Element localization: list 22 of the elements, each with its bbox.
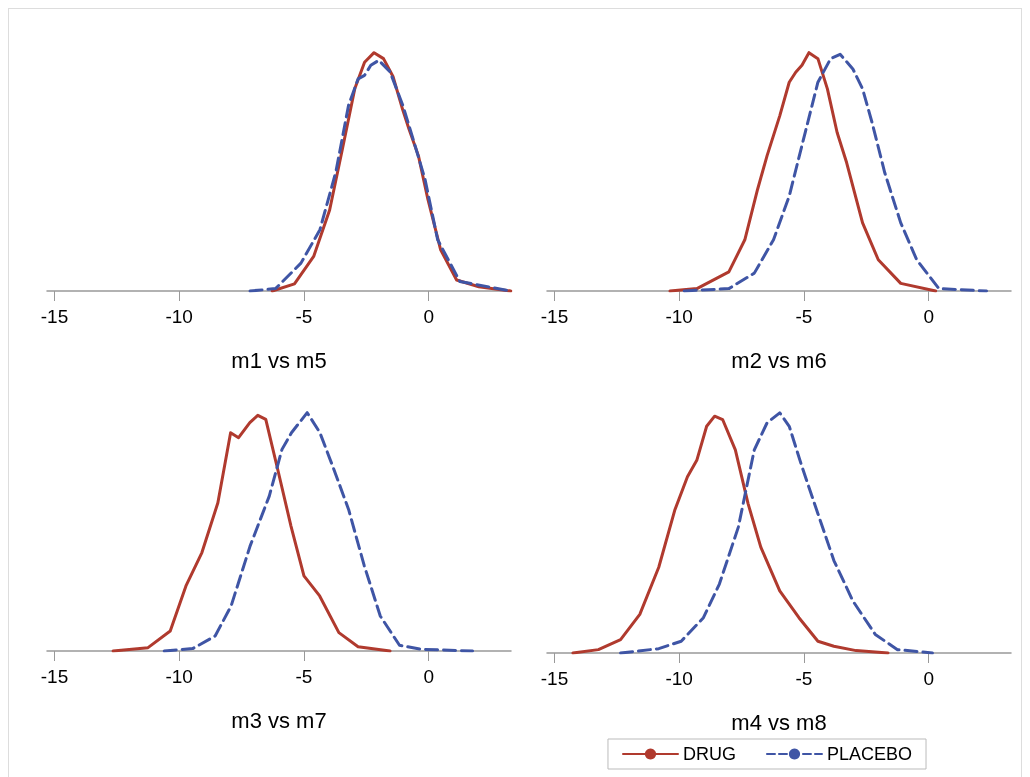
x-axis-title: m4 vs m8 xyxy=(731,709,827,735)
x-axis-title: m2 vs m6 xyxy=(731,347,827,373)
x-tick-label: -15 xyxy=(540,306,569,327)
x-tick-label: 0 xyxy=(923,306,934,327)
x-axis-title: m1 vs m5 xyxy=(231,347,327,373)
x-tick-label: 0 xyxy=(923,668,934,689)
x-tick-label: -15 xyxy=(540,668,569,689)
x-tick-label: -5 xyxy=(795,306,813,327)
legend-label: PLACEBO xyxy=(826,744,913,764)
x-axis-title: m3 vs m7 xyxy=(231,707,327,733)
legend-label: DRUG xyxy=(682,744,736,764)
x-tick-label: -10 xyxy=(165,666,193,687)
x-tick-label: -5 xyxy=(295,306,313,327)
x-tick-label: -5 xyxy=(795,668,813,689)
x-tick-label: -10 xyxy=(665,306,693,327)
x-tick-label: -10 xyxy=(665,668,693,689)
x-tick-label: -10 xyxy=(165,306,193,327)
x-tick-label: 0 xyxy=(423,666,434,687)
x-tick-label: -5 xyxy=(295,666,313,687)
x-tick-label: -15 xyxy=(40,306,69,327)
x-tick-label: -15 xyxy=(40,666,69,687)
x-tick-label: 0 xyxy=(423,306,434,327)
